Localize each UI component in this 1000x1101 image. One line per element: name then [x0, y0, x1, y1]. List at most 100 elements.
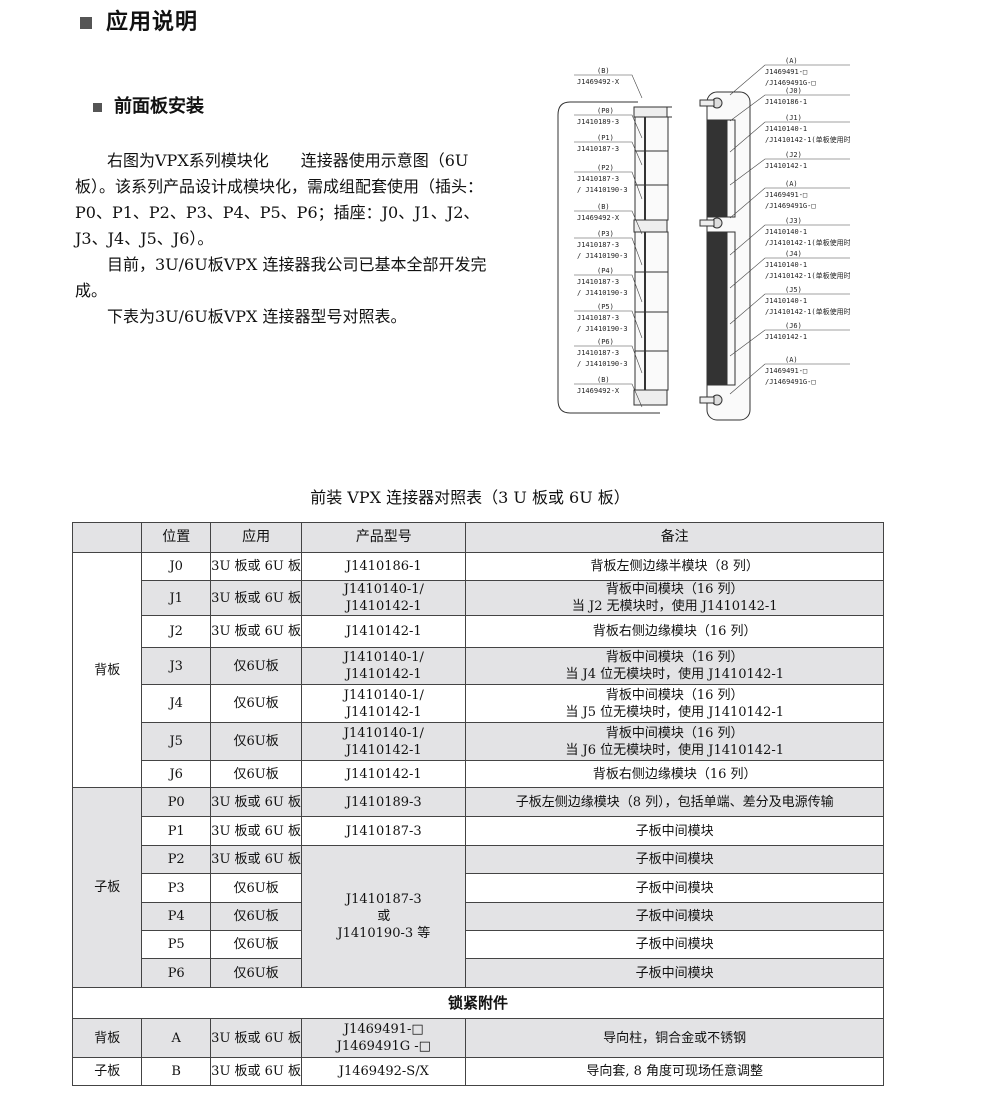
diagram-label: J1410187-3 — [577, 314, 619, 322]
square-bullet-icon — [93, 102, 102, 112]
application-cell: 3U 板或 6U 板 — [209, 615, 303, 648]
subsection-heading: 前面板安装 — [93, 92, 204, 118]
section-heading: 应用说明 — [80, 4, 198, 36]
note-cell: 背板左侧边缘半模块（8 列） — [465, 552, 884, 581]
leader-line — [574, 310, 643, 339]
diagram-label: /J1410142-1(单板使用时) — [765, 238, 850, 247]
application-cell: 仅6U板 — [209, 760, 303, 788]
diagram-label: (J2) — [785, 151, 802, 159]
model-cell: J1469492-S/X — [301, 1057, 467, 1086]
position-cell: P1 — [141, 816, 211, 846]
position-cell: J5 — [141, 722, 211, 761]
note-cell: 子板中间模块 — [465, 902, 884, 931]
leader-line — [729, 187, 850, 219]
diagram-label: (J5) — [785, 286, 802, 294]
leader-line — [729, 94, 850, 122]
table-row: 子板 P0 3U 板或 6U 板 J1410189-3 子板左侧边缘模块（8 列），包括… — [71, 787, 884, 988]
model-cell: J1410189-3 — [301, 787, 467, 817]
diagram-label: J1410142-1 — [765, 333, 807, 341]
lock-section-title: 锁紧附件 — [72, 987, 884, 1019]
board-cell: 子板 — [71, 1057, 143, 1086]
column-header: 产品型号 — [301, 522, 467, 553]
group-label-backplane: 背板 — [71, 552, 143, 788]
diagram-label: / J1410190-3 — [577, 289, 628, 297]
leader-line — [574, 141, 643, 166]
diagram-label: (A) — [785, 57, 798, 65]
intro-text: 右图为VPX系列模块化 连接器使用示意图（6U板）。该系列产品设计成模块化，需成… — [75, 148, 505, 330]
application-cell: 仅6U板 — [209, 902, 303, 931]
leader-line — [574, 237, 643, 266]
note-cell: 导向柱，铜合金或不锈钢 — [465, 1018, 884, 1058]
column-header: 位置 — [141, 522, 211, 553]
diagram-label: /J1410142-1(单板使用时) — [765, 135, 850, 144]
diagram-label: J1469492-X — [577, 214, 620, 222]
position-cell: P4 — [141, 902, 211, 931]
table-row: P1 3U 板或 6U 板 J1410187-3 子板中间模块 — [73, 816, 884, 846]
leader-line — [729, 257, 850, 289]
leader-line — [729, 293, 850, 325]
diagram-label: (B) — [597, 67, 610, 75]
note-cell: 背板中间模块（16 列）当 J4 位无模块时，使用 J1410142-1 — [465, 647, 884, 685]
diagram-label: /J1469491G-□ — [765, 79, 816, 87]
paragraph: 下表为3U/6U板VPX 连接器型号对照表。 — [107, 307, 407, 326]
application-cell: 3U 板或 6U 板 — [209, 816, 303, 846]
diagram-label: (J3) — [785, 217, 802, 225]
leader-line — [574, 274, 643, 303]
backplane-drawing — [699, 91, 751, 421]
position-cell: J6 — [141, 760, 211, 788]
diagram-label: J1410140-1 — [765, 125, 807, 133]
model-cell: J1410140-1/J1410142-1 — [301, 684, 467, 723]
table-row: P5 仅6U板 子板中间模块 — [73, 930, 884, 959]
table-row: J1 3U 板或 6U 板 J1410140-1/J1410142-1 背板中间模块（… — [73, 580, 884, 616]
diagram-label: (A) — [785, 180, 798, 188]
diagram-label: J1410187-3 — [577, 145, 619, 153]
diagram-label: J1469491-□ — [765, 367, 807, 375]
diagram-label: J1469492-X — [577, 78, 620, 86]
diagram-label: J1410189-3 — [577, 118, 619, 126]
model-cell: J1410140-1/J1410142-1 — [301, 580, 467, 616]
note-cell: 背板中间模块（16 列）当 J5 位无模块时，使用 J1410142-1 — [465, 684, 884, 723]
table-row: J4 仅6U板 J1410140-1/J1410142-1 背板中间模块（16 列）当… — [73, 684, 884, 723]
table-row: 背板 A 3U 板或 6U 板 J1469491-□ J1469491G -□ 导向柱，铜… — [71, 1018, 884, 1058]
diagram-label: J1410187-3 — [577, 175, 619, 183]
model-cell: J1410140-1/J1410142-1 — [301, 647, 467, 685]
table-row: 背板 J0 3U 板或 6U 板 J1410186-1 背板左侧边缘半模块（8 列） — [71, 552, 884, 788]
position-cell: P3 — [141, 873, 211, 903]
diagram-label: (P5) — [597, 303, 614, 311]
diagram-label: J1469491-□ — [765, 191, 807, 199]
note-cell: 背板右侧边缘模块（16 列） — [465, 760, 884, 788]
table-row: P4 仅6U板 子板中间模块 — [73, 902, 884, 931]
column-header — [71, 522, 143, 553]
paragraph: 右图为VPX系列模块化 连接器使用示意图（6U板）。该系列产品设计成模块化，需成… — [75, 151, 484, 248]
connector-diagram: (B) J1469492-X (P0) J1410189-3 (P1) J1410187-… — [557, 57, 850, 421]
leader-line — [574, 210, 643, 235]
application-cell: 仅6U板 — [209, 958, 303, 988]
diagram-label: (P0) — [597, 107, 614, 115]
application-cell: 3U 板或 6U 板 — [209, 1057, 303, 1086]
diagram-label: (P2) — [597, 164, 614, 172]
diagram-label: J1410140-1 — [765, 228, 807, 236]
diagram-label: / J1410190-3 — [577, 325, 628, 333]
position-cell: P5 — [141, 930, 211, 959]
diagram-label: / J1410190-3 — [577, 360, 628, 368]
application-cell: 仅6U板 — [209, 722, 303, 761]
diagram-label: /J1410142-1(单板使用时) — [765, 271, 850, 280]
lock-section-row: 锁紧附件 — [72, 987, 884, 1019]
position-cell: P2 — [141, 845, 211, 874]
position-cell: J1 — [141, 580, 211, 616]
application-cell: 仅6U板 — [209, 647, 303, 685]
model-cell: J1410140-1/J1410142-1 — [301, 722, 467, 761]
diagram-label: J1410140-1 — [765, 297, 807, 305]
position-cell: J2 — [141, 615, 211, 648]
diagram-label: (B) — [597, 203, 610, 211]
diagram-label: (J1) — [785, 114, 802, 122]
diagram-label: J1410140-1 — [765, 261, 807, 269]
note-cell: 背板中间模块（16 列）当 J2 无模块时，使用 J1410142-1 — [465, 580, 884, 616]
application-cell: 仅6U板 — [209, 684, 303, 723]
diagram-label: (B) — [597, 376, 610, 384]
diagram-label: (A) — [785, 356, 798, 364]
diagram-label: (J0) — [785, 87, 802, 95]
diagram-label: (J6) — [785, 322, 802, 330]
diagram-label: J1410187-3 — [577, 278, 619, 286]
application-cell: 3U 板或 6U 板 — [209, 580, 303, 616]
